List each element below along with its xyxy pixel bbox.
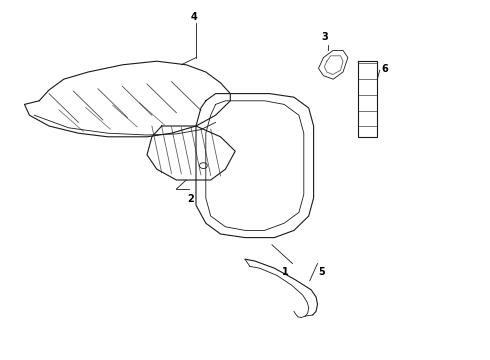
Text: 2: 2 [188, 194, 195, 204]
Text: 1: 1 [282, 267, 289, 277]
Text: 6: 6 [381, 64, 388, 74]
Text: 5: 5 [318, 267, 325, 277]
Text: 3: 3 [321, 32, 328, 42]
Text: 4: 4 [190, 12, 197, 22]
